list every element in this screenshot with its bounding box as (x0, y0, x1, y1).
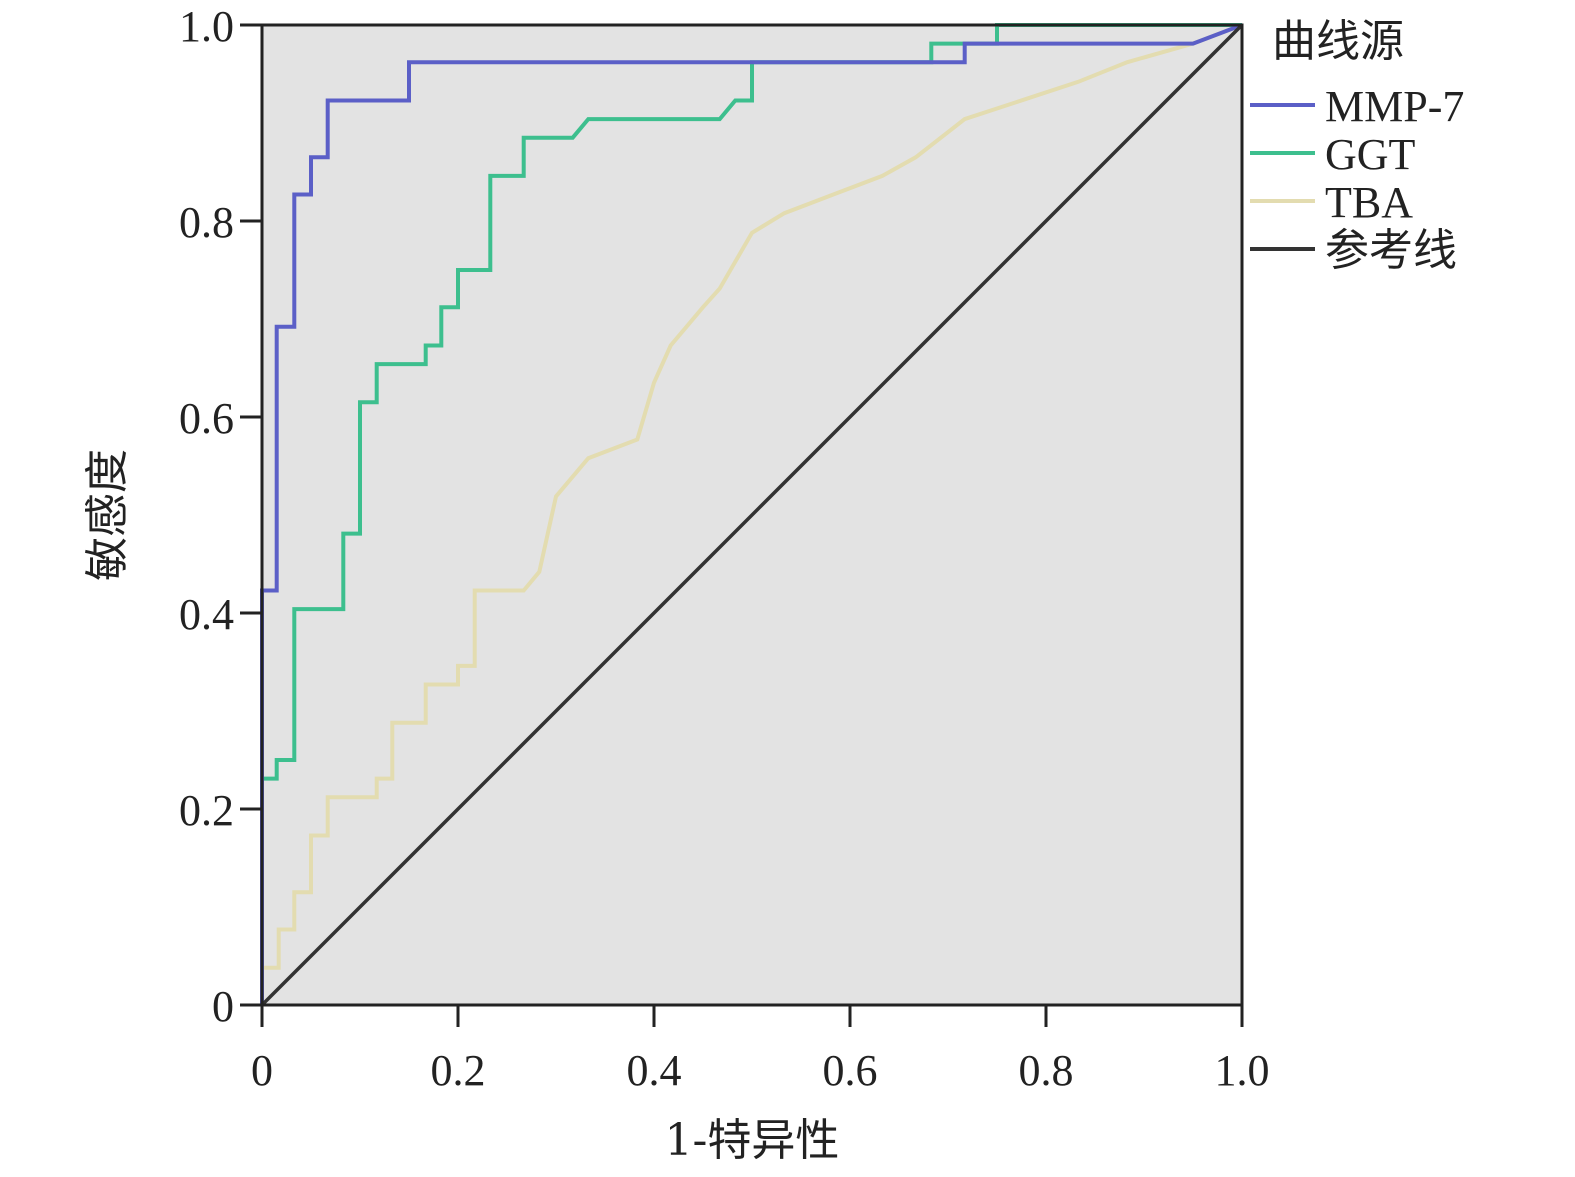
y-tick-label: 0.6 (179, 394, 234, 443)
y-tick-label: 0.8 (179, 198, 234, 247)
y-axis: 0 0.2 0.4 0.6 0.8 1.0 (179, 2, 264, 1031)
x-tick-label: 0.4 (627, 1046, 682, 1095)
x-tick-label: 0 (251, 1046, 273, 1095)
x-tick-label: 0.8 (1019, 1046, 1074, 1095)
series-line-TBA (260, 23, 1243, 1005)
y-tick-label: 0 (212, 982, 234, 1031)
series-layer (260, 23, 1244, 1007)
legend-label-参考线: 参考线 (1325, 226, 1457, 275)
series-line-MMP-7 (260, 23, 1243, 1005)
legend-label-MMP-7: MMP-7 (1325, 82, 1464, 131)
legend-label-TBA: TBA (1325, 178, 1413, 227)
x-tick-label: 0.6 (823, 1046, 878, 1095)
y-axis-title: 敏感度 (82, 449, 133, 581)
x-tick-label: 0.2 (431, 1046, 486, 1095)
y-tick-label: 0.2 (179, 786, 234, 835)
x-axis: 0 0.2 0.4 0.6 0.8 1.0 (251, 1003, 1270, 1095)
legend-title: 曲线源 (1272, 16, 1404, 67)
legend-label-GGT: GGT (1325, 130, 1416, 179)
y-tick-label: 1.0 (179, 2, 234, 51)
y-tick-label: 0.4 (179, 590, 234, 639)
x-tick-label: 1.0 (1215, 1046, 1270, 1095)
x-axis-title: 1-特异性 (665, 1115, 840, 1166)
series-line-参考线 (260, 23, 1244, 1007)
